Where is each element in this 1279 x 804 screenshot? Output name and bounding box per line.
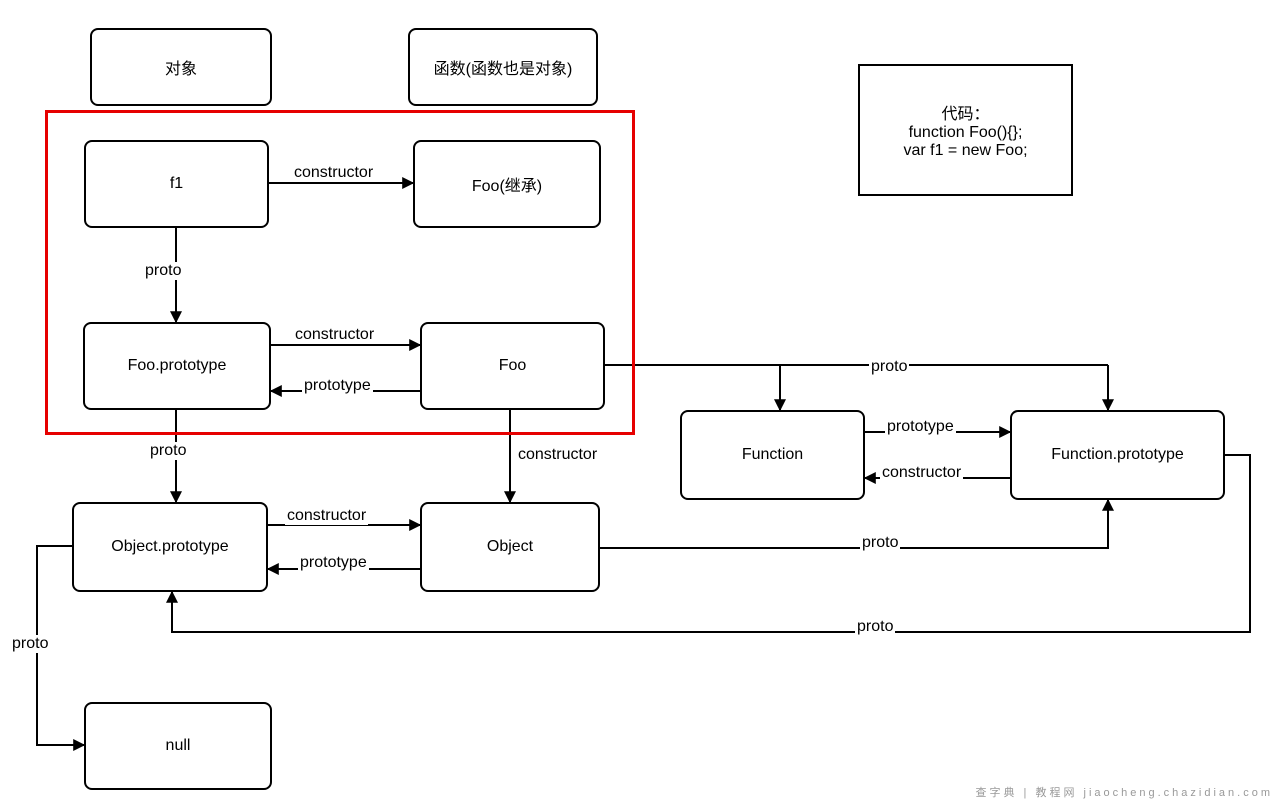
node-function_proto: Function.prototype (1010, 410, 1225, 500)
node-foo: Foo (420, 322, 605, 410)
edge-label: proto (148, 442, 188, 460)
node-foo_inherit: Foo(继承) (413, 140, 601, 228)
edge-label: proto (10, 635, 50, 653)
node-label: Foo (499, 357, 527, 375)
node-label: Foo.prototype (128, 357, 227, 375)
code-line: 代码： (941, 100, 989, 124)
edge-label: constructor (293, 326, 376, 344)
node-label: 对象 (165, 55, 197, 79)
code-line: var f1 = new Foo; (903, 142, 1027, 160)
edge-label: prototype (885, 418, 956, 436)
node-legend_obj: 对象 (90, 28, 272, 106)
node-object_proto: Object.prototype (72, 502, 268, 592)
edge-label: prototype (298, 554, 369, 572)
node-function_: Function (680, 410, 865, 500)
node-label: Object.prototype (111, 538, 228, 556)
node-label: null (166, 737, 191, 755)
edge-label: proto (860, 534, 900, 552)
edge-label: constructor (292, 164, 375, 182)
diagram-canvas: 对象 函数(函数也是对象) f1 Foo(继承) Foo.prototype Foo Fun… (0, 0, 1279, 804)
code-box: 代码：function Foo(){};var f1 = new Foo; (858, 64, 1073, 196)
edge-label: constructor (880, 464, 963, 482)
edge-label: constructor (516, 446, 599, 464)
node-null_: null (84, 702, 272, 790)
edge-12 (600, 500, 1108, 548)
node-label: Function.prototype (1051, 446, 1184, 464)
code-line: function Foo(){}; (909, 124, 1023, 142)
node-label: Object (487, 538, 533, 556)
node-object: Object (420, 502, 600, 592)
node-label: 函数(函数也是对象) (434, 55, 573, 79)
node-label: Function (742, 446, 803, 464)
edge-label: constructor (285, 507, 368, 525)
edge-label: prototype (302, 377, 373, 395)
node-label: Foo(继承) (472, 172, 542, 196)
node-foo_proto: Foo.prototype (83, 322, 271, 410)
edge-label: proto (869, 358, 909, 376)
node-f1: f1 (84, 140, 269, 228)
watermark: 查字典 | 教程网 jiaocheng.chazidian.com (976, 784, 1274, 800)
node-legend_func: 函数(函数也是对象) (408, 28, 598, 106)
edge-label: proto (855, 618, 895, 636)
edge-label: proto (143, 262, 183, 280)
node-label: f1 (170, 175, 183, 193)
